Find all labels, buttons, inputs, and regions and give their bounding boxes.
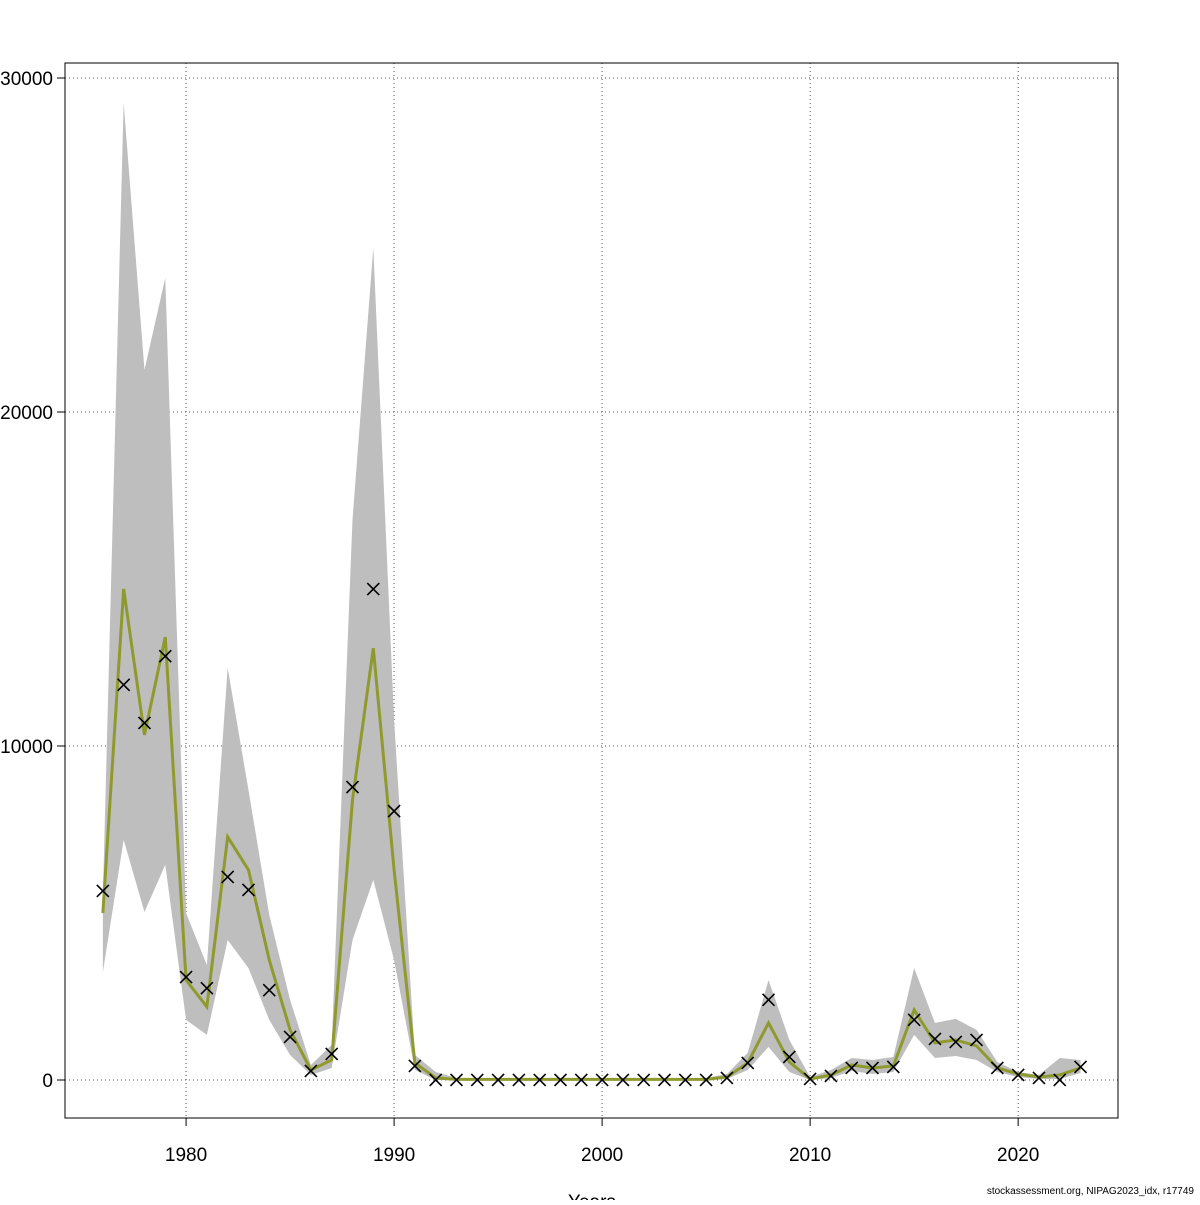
observation-marker <box>1073 1060 1088 1074</box>
observation-marker <box>366 582 380 596</box>
observation-marker <box>491 1073 505 1087</box>
x-tick-label: 2010 <box>789 1145 831 1166</box>
observation-marker <box>117 678 131 692</box>
observation-marker <box>387 804 401 818</box>
observation-marker <box>449 1073 464 1087</box>
x-tick-label: 1990 <box>373 1145 415 1166</box>
observation-marker <box>262 983 276 997</box>
observation-marker <box>325 1047 339 1061</box>
x-axis-label: Years <box>568 1192 616 1200</box>
y-tick-label: 10000 <box>0 737 53 758</box>
observation-marker <box>200 981 214 995</box>
observation-marker <box>158 649 172 663</box>
observation-marker <box>429 1073 443 1087</box>
observation-marker <box>949 1035 963 1049</box>
observation-marker <box>304 1064 318 1078</box>
observation-marker <box>574 1073 588 1087</box>
observation-marker <box>782 1050 796 1064</box>
observation-marker <box>720 1071 734 1085</box>
observation-marker <box>179 970 193 984</box>
observation-marker <box>408 1059 422 1073</box>
y-tick-label: 0 <box>42 1071 53 1092</box>
observation-marker <box>637 1073 651 1087</box>
y-tick-label: 20000 <box>0 403 53 424</box>
observation-marker <box>137 716 152 730</box>
observation-marker <box>886 1060 900 1074</box>
observation-marker <box>221 870 235 884</box>
observation-marker <box>1032 1071 1046 1085</box>
observation-marker <box>96 884 110 898</box>
observation-marker <box>616 1073 630 1087</box>
observation-marker <box>865 1061 880 1075</box>
confidence-band <box>102 103 1081 1080</box>
observation-marker <box>283 1030 297 1044</box>
observation-marker <box>803 1072 817 1086</box>
observation-marker <box>657 1073 672 1087</box>
observation-marker <box>512 1073 526 1087</box>
observation-marker <box>969 1033 984 1047</box>
observation-marker <box>553 1073 568 1087</box>
observation-marker <box>824 1069 838 1083</box>
x-tick-label: 2000 <box>581 1145 623 1166</box>
observation-marker <box>741 1056 755 1070</box>
observation-marker <box>990 1061 1004 1075</box>
observation-marker <box>699 1073 713 1087</box>
observation-marker <box>470 1073 484 1087</box>
observation-marker <box>678 1073 692 1087</box>
observation-marker <box>595 1073 609 1087</box>
observation-marker <box>1053 1073 1067 1087</box>
observation-marker <box>907 1013 921 1027</box>
observation-marker <box>533 1073 547 1087</box>
observation-marker <box>1011 1068 1025 1082</box>
x-tick-label: 2020 <box>997 1145 1039 1166</box>
observation-marker <box>845 1061 859 1075</box>
observation-marker <box>928 1032 942 1046</box>
plot-frame <box>64 62 1119 1119</box>
footnote: stockassessment.org, NIPAG2023_idx, r177… <box>987 1186 1195 1197</box>
y-tick-label: 30000 <box>0 69 53 90</box>
observation-marker <box>345 780 360 794</box>
x-tick-label: 1980 <box>165 1145 207 1166</box>
observation-marker <box>761 993 776 1007</box>
observation-marker <box>241 883 256 897</box>
